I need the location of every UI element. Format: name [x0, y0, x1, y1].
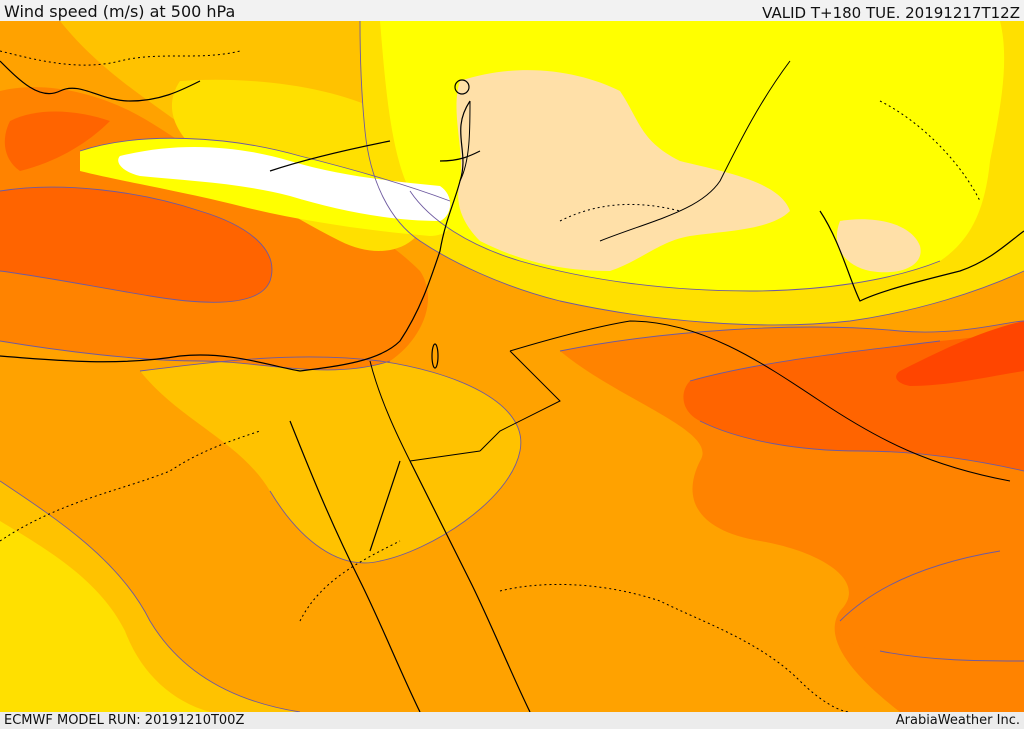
valid-time: VALID T+180 TUE. 20191217T12Z: [762, 4, 1020, 22]
wind-band-se-fastest: [896, 321, 1024, 386]
footer-bar: ECMWF MODEL RUN: 20191210T00Z ArabiaWeat…: [0, 712, 1024, 729]
provider-credit: ArabiaWeather Inc.: [895, 713, 1020, 728]
map-title: Wind speed (m/s) at 500 hPa: [4, 2, 236, 21]
country-borders-dotted: [0, 50, 981, 712]
wind-band-med-faster-1: [0, 187, 272, 303]
model-run: ECMWF MODEL RUN: 20191210T00Z: [4, 713, 245, 728]
coastlines: [0, 60, 1024, 712]
wind-speed-map[interactable]: [0, 21, 1024, 712]
wind-band-iraq-slow: [456, 70, 790, 271]
wind-band-gulf-slow: [836, 219, 921, 273]
wind-band-egypt: [140, 356, 521, 563]
country-borders: [369, 60, 1011, 482]
header-bar: Wind speed (m/s) at 500 hPa VALID T+180 …: [0, 0, 1024, 22]
wind-band-se-lower: [837, 551, 1024, 661]
map-panel[interactable]: [0, 21, 1024, 712]
wind-band-sw-slower: [0, 521, 210, 712]
wind-band-jet-core: [118, 146, 451, 221]
wind-band-med-faster-2: [4, 111, 110, 171]
